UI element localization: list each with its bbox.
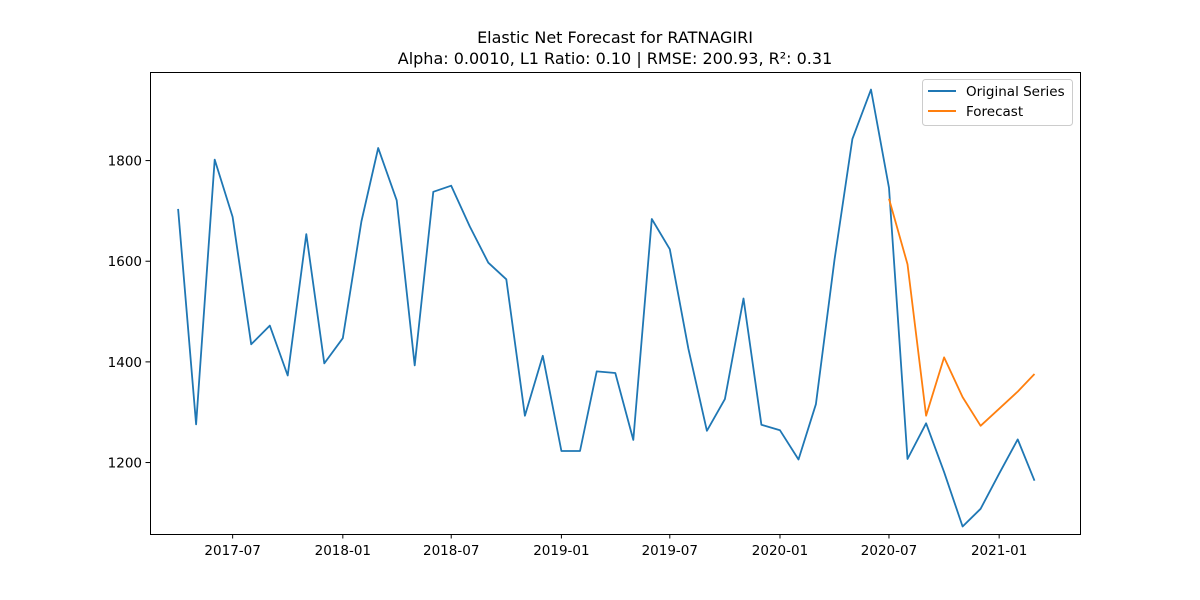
x-tick-label: 2019-07 [642, 543, 698, 559]
x-tick-label: 2019-01 [533, 543, 589, 559]
y-tick-label: 1200 [108, 456, 142, 472]
series-layer [177, 88, 1036, 528]
x-tick-label: 2021-01 [971, 543, 1027, 559]
y-tick-label: 1600 [108, 254, 142, 270]
x-tick-label: 2018-07 [423, 543, 479, 559]
x-tick-label: 2020-07 [861, 543, 917, 559]
y-tick-label: 1400 [108, 355, 142, 371]
chart-title: Elastic Net Forecast for RATNAGIRI [477, 28, 753, 47]
plot-frame [150, 72, 1081, 535]
legend: Original Series Forecast [922, 79, 1073, 126]
x-axis: 2017-07 2018-01 2018-07 2019-01 2019-07 2020-… [204, 534, 1027, 559]
legend-label-original: Original Series [966, 84, 1065, 100]
series-line-0 [177, 88, 1036, 528]
x-tick-label: 2018-01 [315, 543, 371, 559]
chart-subtitle: Alpha: 0.0010, L1 Ratio: 0.10 | RMSE: 20… [398, 49, 833, 68]
y-tick-label: 1800 [108, 154, 142, 170]
x-tick-label: 2020-01 [752, 543, 808, 559]
x-tick-label: 2017-07 [204, 543, 260, 559]
series-line-1 [888, 198, 1036, 427]
legend-label-forecast: Forecast [966, 104, 1023, 120]
legend-box [922, 79, 1073, 126]
y-axis: 1200 1400 1600 1800 [108, 154, 150, 472]
